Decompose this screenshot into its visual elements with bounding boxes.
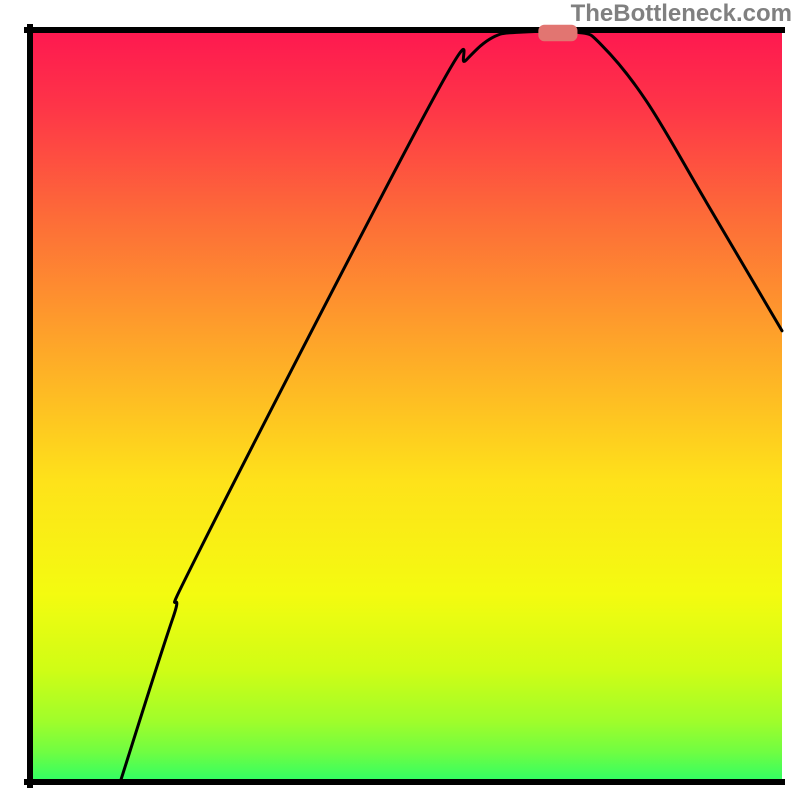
chart-canvas [0,0,800,800]
watermark-text: TheBottleneck.com [571,0,792,28]
bottleneck-chart: TheBottleneck.com [0,0,800,800]
gradient-background [30,30,782,782]
